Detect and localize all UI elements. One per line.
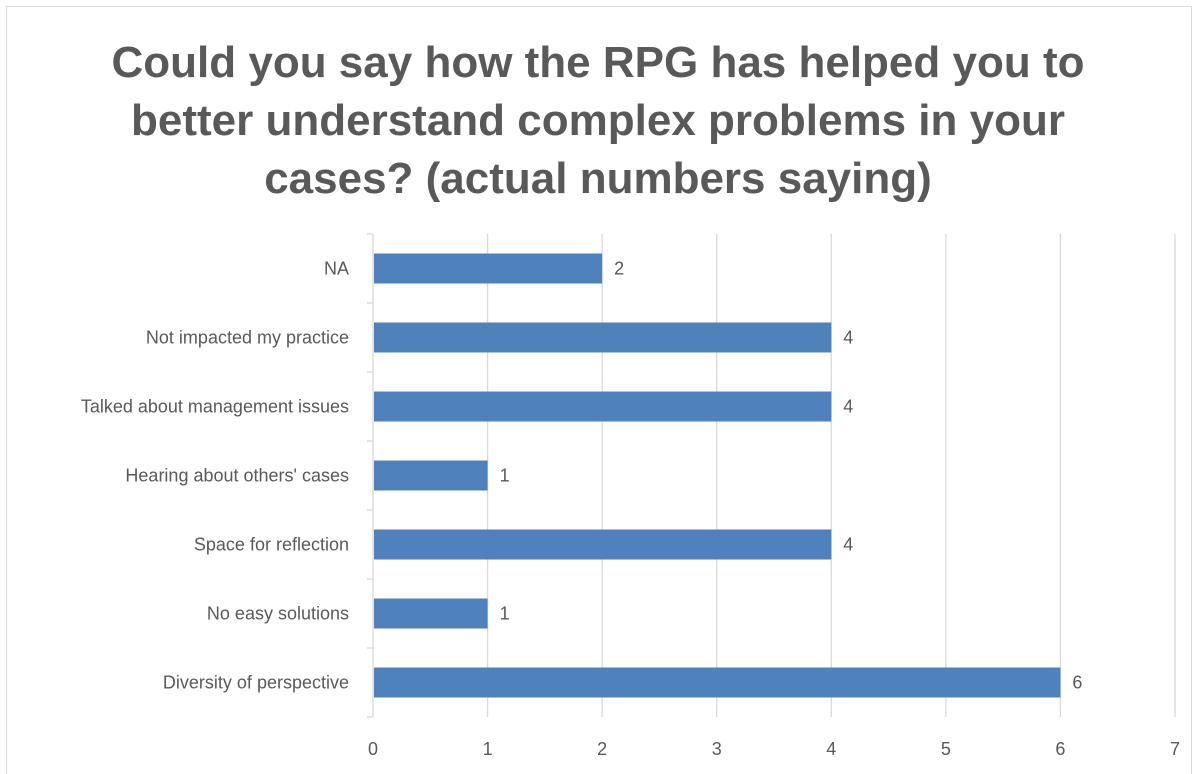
bar	[374, 322, 832, 353]
x-tick-label: 4	[826, 739, 836, 759]
category-label: Diversity of perspective	[163, 673, 349, 693]
category-labels: NA Not impacted my practice Talked about m…	[81, 259, 349, 693]
x-tick-label: 7	[1170, 739, 1180, 759]
category-label: No easy solutions	[207, 604, 349, 624]
x-tick-label: 2	[597, 739, 607, 759]
data-labels: 2 4 4 1 4 1 6	[500, 259, 1083, 693]
chart-title-text: Could you say how the RPG has helped you…	[111, 38, 1085, 203]
x-tick-label: 5	[941, 739, 951, 759]
bars	[374, 253, 1061, 698]
data-label: 4	[843, 328, 853, 348]
gridlines	[486, 234, 1176, 717]
x-tick-label: 1	[483, 739, 493, 759]
data-label: 2	[614, 259, 624, 279]
data-label: 6	[1072, 673, 1082, 693]
category-label: NA	[324, 259, 349, 279]
category-label: Hearing about others' cases	[125, 466, 349, 486]
value-axis-ticks: 0 1 2 3 4 5 6 7	[368, 739, 1180, 759]
category-label: Talked about management issues	[81, 397, 349, 417]
category-axis	[367, 233, 374, 718]
x-tick-label: 0	[368, 739, 378, 759]
category-label: Not impacted my practice	[146, 328, 349, 348]
bar	[374, 253, 603, 284]
bar	[374, 667, 1061, 698]
x-tick-label: 3	[712, 739, 722, 759]
bar	[374, 460, 488, 491]
data-label: 1	[500, 466, 510, 486]
data-label: 4	[843, 535, 853, 555]
chart-title: Could you say how the RPG has helped you…	[0, 34, 1196, 208]
x-tick-label: 6	[1055, 739, 1065, 759]
bar	[374, 529, 832, 560]
bar	[374, 598, 488, 629]
chart-area	[6, 6, 1192, 774]
category-label: Space for reflection	[194, 535, 349, 555]
data-label: 4	[843, 397, 853, 417]
data-label: 1	[500, 604, 510, 624]
bar	[374, 391, 832, 422]
